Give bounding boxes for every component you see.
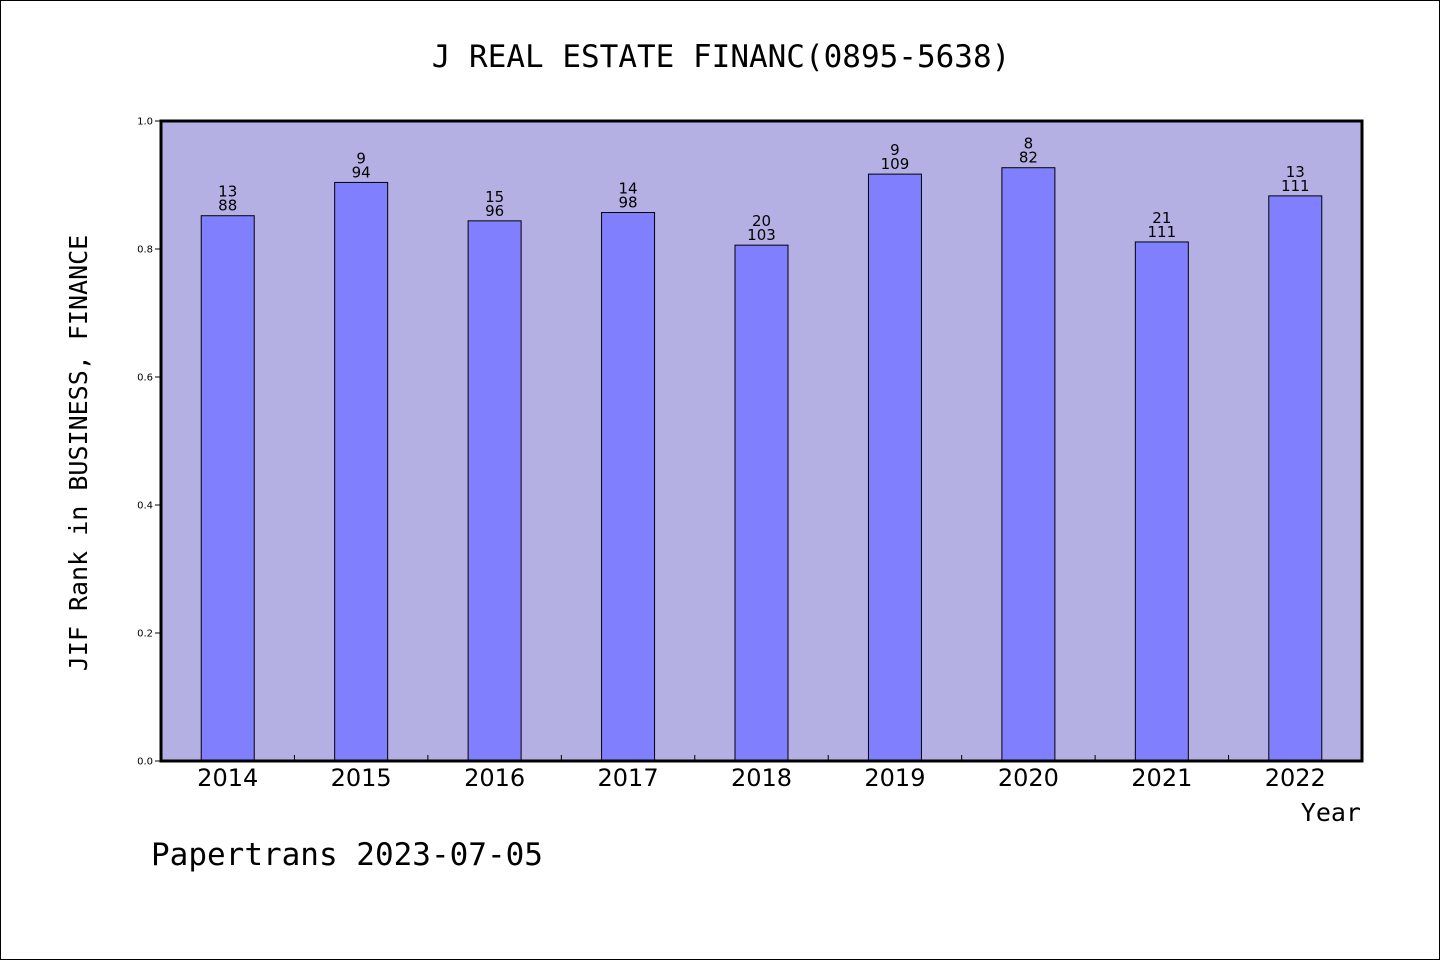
bar-label-total-2020: 82	[1019, 149, 1038, 167]
y-tick-label: 0.4	[137, 501, 153, 512]
x-tick-label-2015: 2015	[331, 764, 392, 792]
x-axis-label: Year	[1301, 798, 1361, 827]
bar-2020	[1001, 167, 1056, 762]
bars-layer	[200, 167, 1323, 762]
bar-label-total-2018: 103	[747, 226, 776, 244]
y-tick-label: 0.2	[137, 629, 153, 640]
x-tick-label-2018: 2018	[731, 764, 792, 792]
y-tick-label: 0.6	[137, 373, 153, 384]
bar-2018	[734, 244, 789, 762]
x-tick-label-2016: 2016	[464, 764, 525, 792]
bar-label-rank-2017: 14	[619, 180, 638, 198]
bar-label-total-2016: 96	[485, 202, 504, 220]
x-tick-label-2022: 2022	[1265, 764, 1326, 792]
y-tick-label: 0.0	[137, 757, 153, 768]
x-tick-label-2021: 2021	[1131, 764, 1192, 792]
bar-2017	[601, 212, 656, 762]
bar-label-total-2022: 111	[1281, 177, 1310, 195]
x-axis: 2014 2015 2016 2017 2018 2019 2020 2021 2022	[197, 755, 1326, 792]
bar-label-rank-2016: 15	[485, 188, 504, 206]
bar-label-rank-2022: 13	[1286, 163, 1305, 181]
x-tick-label-2017: 2017	[598, 764, 659, 792]
bar-2022	[1268, 195, 1323, 762]
bar-2019	[867, 173, 922, 762]
y-tick-label: 0.8	[137, 245, 153, 256]
y-tick-label: 1.0	[137, 117, 153, 128]
bar-label-total-2017: 98	[619, 194, 638, 212]
bar-label-rank-2018: 20	[752, 212, 771, 230]
bar-label-rank-2020: 8	[1024, 135, 1034, 153]
footer-source: Papertrans 2023-07-05	[151, 837, 543, 873]
bar-2014	[200, 215, 255, 762]
plot-border	[159, 119, 1364, 763]
bar-label-total-2015: 94	[352, 163, 371, 181]
bar-label-total-2014: 88	[218, 197, 237, 215]
y-axis: 0.0 0.2 0.4 0.6 0.8 1.0	[137, 117, 161, 768]
y-axis-label: JIF Rank in BUSINESS, FINANCE	[64, 235, 93, 672]
x-tick-label-2019: 2019	[864, 764, 925, 792]
x-tick-label-2020: 2020	[998, 764, 1059, 792]
bar-2015	[334, 181, 389, 762]
bar-label-total-2021: 111	[1148, 223, 1177, 241]
bar-2021	[1134, 241, 1189, 762]
x-tick-label-2014: 2014	[197, 764, 258, 792]
bar-label-rank-2021: 21	[1152, 209, 1171, 227]
bar-2016	[467, 220, 522, 762]
bar-label-total-2019: 109	[881, 155, 910, 173]
bar-label-rank-2014: 13	[218, 183, 237, 201]
bar-label-rank-2019: 9	[890, 141, 900, 159]
bar-label-rank-2015: 9	[356, 149, 366, 167]
chart-title: J REAL ESTATE FINANC(0895-5638)	[432, 39, 1011, 75]
